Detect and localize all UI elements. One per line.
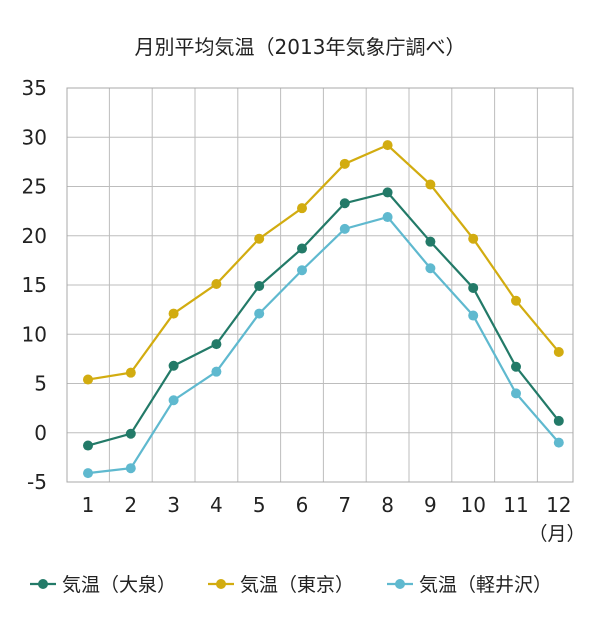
legend-marker [38,579,48,589]
data-point [553,415,564,426]
data-point [168,395,179,406]
x-tick-label: 4 [210,493,223,517]
data-point [211,339,222,350]
data-point [511,361,521,372]
legend-label: 気温（大泉） [62,574,176,596]
data-point [168,360,179,371]
data-point [83,374,93,385]
y-tick-label: 15 [22,273,47,297]
data-point [425,236,436,247]
series-1 [83,140,564,385]
data-point [297,243,307,254]
x-tick-label: 3 [167,493,180,517]
data-point [125,428,136,439]
data-point [339,198,350,209]
data-point [425,179,436,190]
data-point [468,233,479,244]
x-tick-label: 6 [296,493,309,517]
data-point [83,468,93,479]
data-point [339,223,350,234]
series-line [87,215,560,475]
x-tick-label: 7 [338,493,351,517]
data-point [382,212,393,223]
legend: 気温（大泉） 気温（東京） 気温（軽井沢） [30,574,552,596]
data-point [511,388,521,399]
data-point [125,463,136,474]
x-axis-ticks: 1 2 3 4 5 6 7 8 9 10 11 12 [82,493,572,517]
y-tick-label: 20 [22,224,47,248]
data-point [339,158,350,169]
x-tick-label: 2 [124,493,137,517]
y-tick-label: 30 [22,125,47,149]
series-0 [83,187,564,451]
y-tick-label: 0 [34,421,47,445]
legend-label: 気温（東京） [240,574,354,596]
y-tick-label: 10 [22,322,47,346]
x-tick-label: 12 [546,493,571,517]
data-point [468,282,479,293]
data-point [382,140,393,151]
series-group [83,140,564,479]
y-tick-label: 25 [22,175,47,199]
data-point [382,187,393,198]
legend-item: 気温（東京） [208,574,354,596]
series-2 [83,212,564,479]
data-point [168,308,179,319]
data-point [553,437,564,448]
y-tick-label: -5 [27,470,47,494]
data-point [425,263,436,274]
legend-marker [216,579,226,589]
data-point [125,367,136,378]
x-tick-label: 5 [253,493,266,517]
legend-item: 気温（軽井沢） [387,574,552,596]
data-point [468,310,479,321]
legend-item: 気温（大泉） [30,574,176,596]
data-point [254,280,265,291]
data-point [511,295,521,306]
series-line [87,143,560,381]
data-point [211,366,222,377]
legend-marker [395,579,405,589]
data-point [83,440,93,451]
x-axis-unit: （月） [528,523,585,545]
y-axis-ticks: 35 30 25 20 15 10 5 0 -5 [22,76,47,494]
chart-title: 月別平均気温（2013年気象庁調べ） [135,35,466,59]
x-tick-label: 1 [82,493,95,517]
data-point [297,265,307,276]
x-tick-label: 10 [460,493,485,517]
x-tick-label: 9 [424,493,437,517]
data-point [553,346,564,357]
series-line [87,191,560,447]
grid [67,87,573,483]
y-tick-label: 35 [22,76,47,100]
data-point [254,308,265,319]
plot-frame [66,87,574,483]
legend-label: 気温（軽井沢） [419,574,552,596]
data-point [297,203,307,214]
data-point [211,279,222,290]
x-tick-label: 11 [503,493,528,517]
data-point [254,233,265,244]
y-tick-label: 5 [34,372,47,396]
x-tick-label: 8 [381,493,394,517]
